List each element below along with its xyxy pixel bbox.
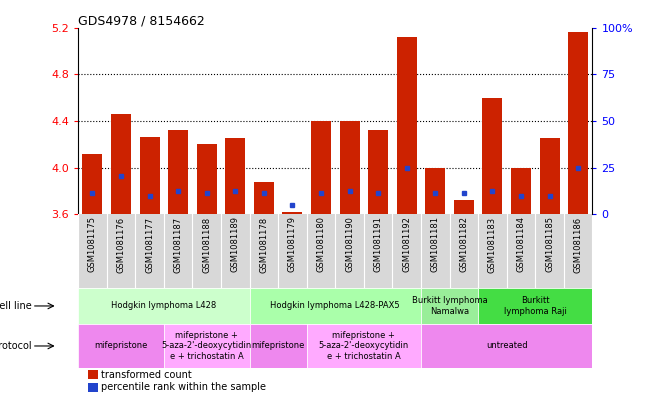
Bar <box>249 324 307 368</box>
Text: GDS4978 / 8154662: GDS4978 / 8154662 <box>78 15 205 28</box>
Bar <box>568 32 588 214</box>
Bar <box>111 114 131 214</box>
Bar <box>254 182 274 214</box>
Text: protocol: protocol <box>0 341 32 351</box>
Text: Burkitt lymphoma
Namalwa: Burkitt lymphoma Namalwa <box>411 296 488 316</box>
Bar <box>396 37 417 214</box>
Text: GSM1081178: GSM1081178 <box>259 217 268 273</box>
Bar <box>78 324 164 368</box>
Text: percentile rank within the sample: percentile rank within the sample <box>102 382 266 393</box>
Bar <box>368 130 388 214</box>
Bar <box>168 130 188 214</box>
Text: GSM1081181: GSM1081181 <box>431 217 440 272</box>
Text: GSM1081176: GSM1081176 <box>117 217 126 273</box>
Bar <box>340 121 359 214</box>
Text: GSM1081189: GSM1081189 <box>230 217 240 272</box>
Bar <box>139 137 159 214</box>
Bar <box>421 324 592 368</box>
Bar <box>311 121 331 214</box>
Text: GSM1081175: GSM1081175 <box>88 217 97 272</box>
Text: GSM1081179: GSM1081179 <box>288 217 297 272</box>
Text: GSM1081190: GSM1081190 <box>345 217 354 272</box>
Bar <box>249 288 421 324</box>
Text: GSM1081185: GSM1081185 <box>545 217 554 272</box>
Bar <box>283 212 303 214</box>
Text: GSM1081183: GSM1081183 <box>488 217 497 273</box>
Text: GSM1081191: GSM1081191 <box>374 217 383 272</box>
Text: Burkitt
lymphoma Raji: Burkitt lymphoma Raji <box>504 296 567 316</box>
Text: mifepristone: mifepristone <box>94 342 148 351</box>
Text: Hodgkin lymphoma L428-PAX5: Hodgkin lymphoma L428-PAX5 <box>270 301 400 310</box>
Text: GSM1081180: GSM1081180 <box>316 217 326 272</box>
Bar <box>482 97 503 214</box>
Bar <box>425 167 445 214</box>
Text: GSM1081187: GSM1081187 <box>174 217 183 273</box>
Text: untreated: untreated <box>486 342 527 351</box>
Bar <box>540 138 560 214</box>
Bar <box>164 324 249 368</box>
Text: mifepristone +
5-aza-2'-deoxycytidin
e + trichostatin A: mifepristone + 5-aza-2'-deoxycytidin e +… <box>319 331 409 361</box>
Text: mifepristone: mifepristone <box>251 342 305 351</box>
Text: transformed count: transformed count <box>102 370 192 380</box>
Bar <box>454 200 474 214</box>
Text: GSM1081188: GSM1081188 <box>202 217 211 273</box>
Bar <box>89 370 98 379</box>
Bar <box>89 383 98 392</box>
Text: GSM1081177: GSM1081177 <box>145 217 154 273</box>
Text: Hodgkin lymphoma L428: Hodgkin lymphoma L428 <box>111 301 217 310</box>
Bar <box>78 288 249 324</box>
Bar <box>225 138 245 214</box>
Text: GSM1081182: GSM1081182 <box>460 217 468 272</box>
Bar <box>83 154 102 214</box>
Text: GSM1081186: GSM1081186 <box>574 217 583 273</box>
Bar <box>197 144 217 214</box>
Bar <box>478 288 592 324</box>
Bar <box>421 288 478 324</box>
Text: GSM1081184: GSM1081184 <box>516 217 525 272</box>
Text: GSM1081192: GSM1081192 <box>402 217 411 272</box>
Bar <box>307 324 421 368</box>
Text: mifepristone +
5-aza-2'-deoxycytidin
e + trichostatin A: mifepristone + 5-aza-2'-deoxycytidin e +… <box>161 331 252 361</box>
Bar <box>511 167 531 214</box>
Text: cell line: cell line <box>0 301 32 311</box>
